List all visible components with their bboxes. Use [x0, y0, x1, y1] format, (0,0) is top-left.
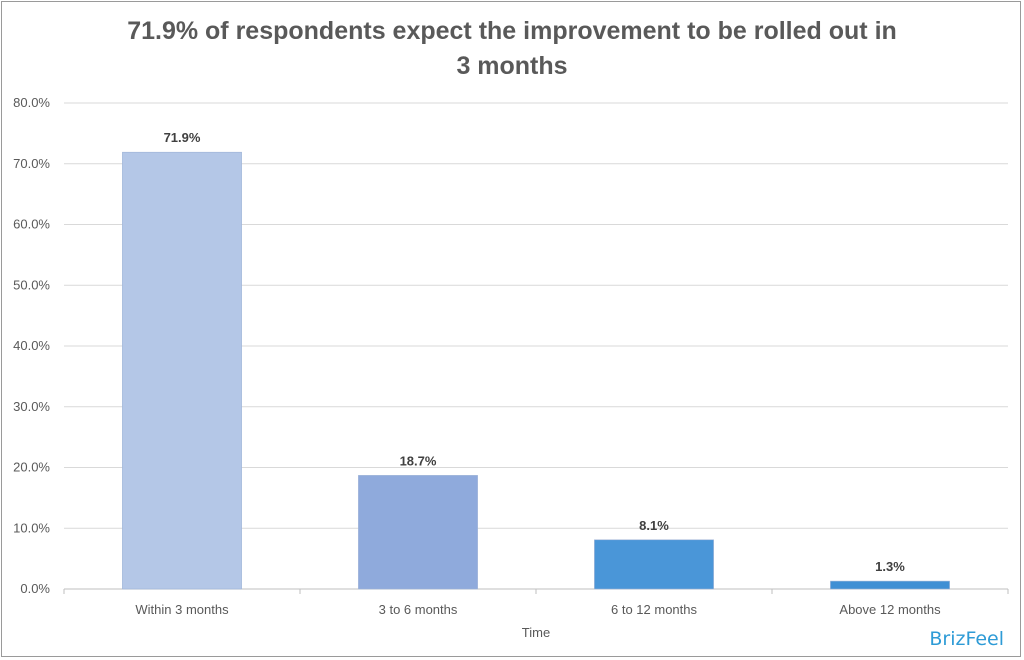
y-tick-label: 80.0% [13, 95, 50, 110]
x-axis-ticks: Within 3 months 3 to 6 months 6 to 12 mont… [63, 589, 1009, 617]
y-axis-ticks: 0.0% 10.0% 20.0% 30.0% 40.0% 50.0% 60.0% 70.0% 8… [13, 95, 50, 596]
x-axis-label: Time [522, 625, 550, 640]
y-tick-label: 20.0% [13, 460, 50, 475]
x-tick-label: Within 3 months [135, 602, 229, 617]
y-tick-label: 60.0% [13, 217, 50, 232]
bar [122, 151, 242, 590]
bar [594, 539, 714, 590]
data-label: 8.1% [639, 518, 669, 533]
x-tick-label: 3 to 6 months [379, 602, 458, 617]
data-label: 1.3% [875, 559, 905, 574]
x-tick-label: Above 12 months [839, 602, 941, 617]
bars [122, 151, 950, 590]
data-label: 71.9% [164, 130, 201, 145]
y-tick-label: 10.0% [13, 520, 50, 535]
chart-title-line-1: 71.9% of respondents expect the improvem… [127, 17, 897, 45]
x-tick-label: 6 to 12 months [611, 602, 697, 617]
y-tick-label: 30.0% [13, 399, 50, 414]
brand-watermark: BrizFeel [929, 628, 1004, 650]
y-tick-label: 0.0% [20, 581, 50, 596]
y-tick-label: 50.0% [13, 277, 50, 292]
data-labels: 71.9% 18.7% 8.1% 1.3% [164, 130, 906, 574]
bar [830, 580, 950, 590]
bar [358, 475, 478, 590]
y-tick-label: 70.0% [13, 156, 50, 171]
y-tick-label: 40.0% [13, 338, 50, 353]
data-label: 18.7% [400, 453, 437, 468]
chart-title: 71.9% of respondents expect the improvem… [0, 14, 1024, 84]
chart-title-line-2: 3 months [456, 52, 568, 80]
